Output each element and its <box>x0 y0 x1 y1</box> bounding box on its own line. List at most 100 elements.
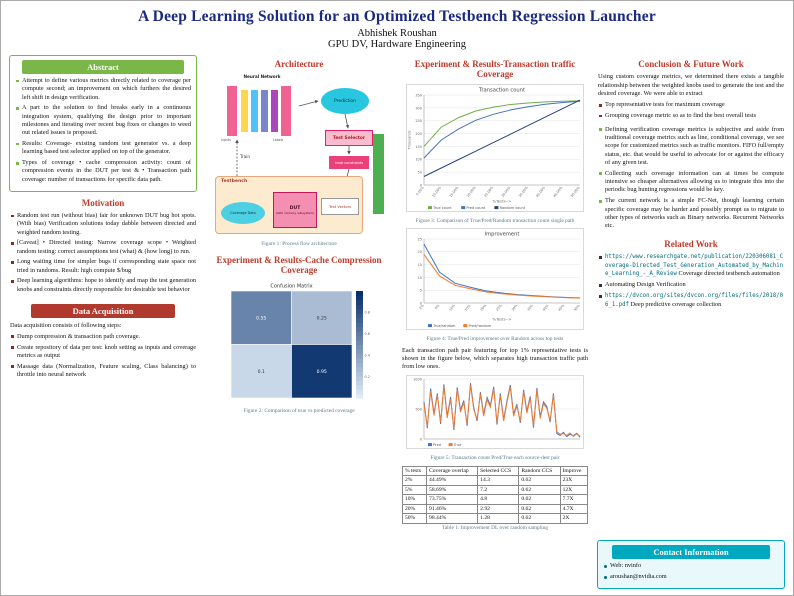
motivation-heading: Motivation <box>81 197 125 208</box>
motivation-item: Deep learning algorithms: hope to identi… <box>10 277 196 294</box>
svg-text:25.00%: 25.00% <box>483 185 494 197</box>
poster-columns: Abstract Attempt to define various metri… <box>1 53 793 595</box>
svg-text:45.00%: 45.00% <box>553 185 564 197</box>
figure4-caption: Figure 4: True/Pred improvement over Ran… <box>426 336 564 343</box>
svg-text:0.8: 0.8 <box>365 310 370 314</box>
svg-text:5.00%: 5.00% <box>415 185 425 196</box>
column-3: Experiment & Results-Transaction traffic… <box>401 55 589 589</box>
table-cell: 2.92 <box>477 503 520 515</box>
figure3-caption: Figure 3: Comparison of True/Pred/Random… <box>415 217 575 224</box>
table-header-cell: % tests <box>401 466 428 477</box>
svg-text:0.4: 0.4 <box>365 353 370 357</box>
column-2: Architecture Neural Netwo <box>205 55 393 589</box>
svg-text:2%: 2% <box>418 304 424 311</box>
figure1-architecture-diagram: Neural Network Inputs Labels Prediction … <box>209 72 389 240</box>
related-work-text: Automating Design Verification <box>605 281 686 289</box>
svg-text:Transaction count: Transaction count <box>478 87 525 93</box>
table-header-cell: Selected CCS <box>477 466 520 477</box>
data-acquisition-item: Massage data (Normalization, Feature sca… <box>10 363 196 380</box>
table-cell: 20% <box>401 503 428 515</box>
svg-text:0: 0 <box>420 302 422 306</box>
svg-text:Pred/random: Pred/random <box>469 324 492 328</box>
abstract-heading: Abstract <box>22 60 184 74</box>
svg-text:250: 250 <box>415 119 422 123</box>
data-acquisition-list: Dump compression & transaction path cove… <box>9 333 197 382</box>
svg-text:15%: 15% <box>464 304 472 312</box>
svg-text:0: 0 <box>420 437 422 441</box>
table-cell: 73.75% <box>426 494 479 505</box>
table-cell: 0.62 <box>518 484 561 496</box>
table-cell: 0.62 <box>518 503 561 515</box>
future-work-item: The current network is a simple FC-Net, … <box>598 197 784 230</box>
future-work-item: Defining verification coverage metrics i… <box>598 126 784 167</box>
svg-text:1000: 1000 <box>413 377 422 381</box>
testbench-label: Testbench <box>221 179 248 185</box>
related-work-link[interactable]: https://www.researchgate.net/publication… <box>605 254 784 278</box>
svg-text:True: True <box>453 442 461 446</box>
table-cell: 4.7X <box>559 503 589 515</box>
table-header-cell: Random CCS <box>518 466 561 477</box>
knob-constraints-node: knob constraints <box>329 156 369 170</box>
column-4: Conclusion & Future Work Using custom co… <box>597 55 785 589</box>
nn-layer-bar <box>271 90 278 133</box>
table-cell: 5% <box>401 484 428 496</box>
contact-web: Web: nvinfo <box>603 562 779 570</box>
motivation-item: [Caveat] • Directed testing: Narrow cove… <box>10 239 196 256</box>
svg-text:150: 150 <box>415 145 422 149</box>
svg-text:True/random: True/random <box>432 324 456 328</box>
related-work-link[interactable]: https://dvcon.org/sites/dvcon.org/files/… <box>605 293 784 308</box>
svg-text:True count: True count <box>432 206 452 210</box>
contact-email[interactable]: aroushan@nvidia.com <box>603 573 779 581</box>
figure2-confusion-matrix: Confusion Matrix 0.55 0.25 0.1 0.95 0.8 0.6 0.4… <box>223 279 375 407</box>
svg-text:45%: 45% <box>558 304 566 312</box>
table-row: 2% 44.49% 14.3 0.62 23X <box>401 475 589 486</box>
svg-text:20.00%: 20.00% <box>466 185 477 197</box>
table-cell: 7.7X <box>559 494 589 505</box>
svg-text:50.00%: 50.00% <box>570 185 581 197</box>
svg-text:%Tests-->: %Tests--> <box>493 198 512 203</box>
figure3-chart: Transaction count 0 50 100 150 200 250 300 350 5.… <box>406 83 584 217</box>
svg-text:0.2: 0.2 <box>365 374 370 378</box>
svg-text:Thousands: Thousands <box>408 130 412 150</box>
svg-text:0.25: 0.25 <box>317 315 327 321</box>
abstract-item: Types of coverage • cache compression ac… <box>15 159 191 184</box>
related-work-heading: Related Work <box>664 238 718 249</box>
nn-layer-bar <box>261 90 268 133</box>
table-cell: 4.8 <box>477 494 520 505</box>
column-1: Abstract Attempt to define various metri… <box>9 55 197 589</box>
data-acquisition-item: Dump compression & transaction path cove… <box>10 333 196 341</box>
svg-text:Pred: Pred <box>433 442 441 446</box>
svg-text:30%: 30% <box>511 304 519 312</box>
table-cell: 14.3 <box>477 475 520 486</box>
nn-layer-bar <box>251 90 258 133</box>
svg-text:20: 20 <box>418 250 422 254</box>
figure5-chart: 0 500 1000 Pred True <box>406 374 584 454</box>
abstract-item: Results: Coverage- existing random test … <box>15 140 191 157</box>
table-cell: 44.49% <box>426 475 479 486</box>
data-acquisition-heading: Data Acquisition <box>31 303 175 318</box>
tests-green-bar <box>373 134 384 215</box>
transaction-coverage-heading: Experiment & Results-Transaction traffic… <box>414 59 576 80</box>
related-work-item: https://dvcon.org/sites/dvcon.org/files/… <box>598 292 784 309</box>
table-cell: 91.46% <box>426 503 479 515</box>
svg-text:10: 10 <box>418 276 422 280</box>
abstract-list: Attempt to define various metrics direct… <box>14 77 192 184</box>
svg-text:0.55: 0.55 <box>256 315 266 321</box>
svg-text:5: 5 <box>420 289 422 293</box>
nn-layer-bar <box>281 86 291 137</box>
svg-text:350: 350 <box>415 93 422 97</box>
svg-text:40%: 40% <box>542 304 550 312</box>
table-cell: 2% <box>401 475 428 486</box>
svg-text:35%: 35% <box>526 304 534 312</box>
table-cell: 98.44% <box>426 513 479 524</box>
svg-text:50: 50 <box>418 170 422 174</box>
table-cell: 58.69% <box>426 484 479 496</box>
abstract-item: Attempt to define various metrics direct… <box>15 77 191 102</box>
table-cell: 0.62 <box>518 475 561 486</box>
svg-text:200: 200 <box>415 132 422 136</box>
contact-section: Contact Information Web: nvinfo aroushan… <box>597 540 785 589</box>
svg-text:25%: 25% <box>495 304 503 312</box>
table-cell: 2X <box>559 513 589 524</box>
nn-layer-bar <box>241 90 248 133</box>
